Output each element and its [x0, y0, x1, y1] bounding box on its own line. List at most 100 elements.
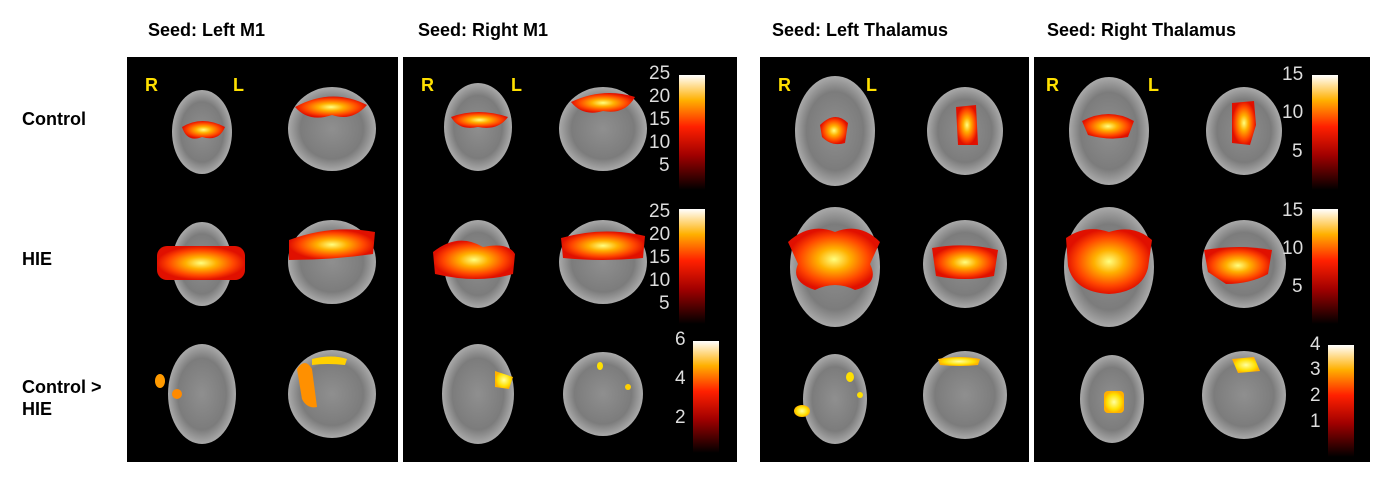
- colorbar-tick: 6: [675, 329, 686, 350]
- colorbar-gradient: [679, 209, 705, 324]
- colorbar-tick: 15: [649, 247, 671, 268]
- activation-blob: [956, 105, 978, 145]
- activation-blob: [1082, 114, 1134, 139]
- colorbar-gradient: [679, 75, 705, 190]
- seed-title-right-m1: Seed: Right M1: [418, 20, 549, 40]
- colorbar-hie: [1312, 209, 1338, 324]
- activation-blob: [495, 371, 513, 389]
- activation-blob: [1232, 101, 1256, 145]
- colorbar-gradient: [1312, 75, 1338, 190]
- activation-blob: [172, 389, 182, 399]
- activation-blob: [857, 392, 863, 398]
- colorbar-tick: 10: [649, 132, 671, 153]
- activation-blob: [932, 245, 998, 279]
- colorbar-tick: 2: [675, 407, 686, 428]
- colorbar-tick: 2: [1310, 385, 1321, 406]
- colorbar-tick: 10: [1282, 102, 1304, 123]
- row-label-control: Control: [22, 109, 86, 129]
- brain-row-contrast: [442, 344, 643, 444]
- colorbar-tick: 25: [649, 201, 671, 222]
- coronal-brain-slice: [1202, 351, 1286, 439]
- orientation-left-label: L: [233, 75, 244, 95]
- seed-title-right-thalamus: Seed: Right Thalamus: [1047, 20, 1237, 40]
- colorbar-tick: 10: [649, 270, 671, 291]
- brain-row-control: [444, 83, 647, 171]
- axial-brain-slice: [442, 344, 514, 444]
- colorbar-control: [679, 75, 705, 190]
- colorbar-control: [1312, 75, 1338, 190]
- coronal-brain-slice: [923, 351, 1007, 439]
- colorbar-tick: 20: [649, 224, 671, 245]
- brain-row-control: [795, 76, 1003, 186]
- activation-blob: [625, 384, 631, 390]
- activation-blob: [1204, 247, 1272, 284]
- brain-row-hie: [433, 220, 647, 308]
- activation-blob: [1066, 229, 1152, 294]
- orientation-right-label: R: [778, 75, 791, 95]
- colorbar-contrast: [1328, 345, 1354, 457]
- brain-row-hie: [157, 220, 376, 306]
- colorbar-tick: 5: [1292, 141, 1303, 162]
- brain-row-hie: [788, 207, 1007, 327]
- activation-blob: [312, 356, 347, 365]
- colorbar-contrast: [693, 341, 719, 453]
- panel-right-m1: R L 25 20 15 10 5 25 20 15 10 5 6 4 2: [403, 57, 737, 462]
- brain-row-control: [1069, 77, 1282, 185]
- activation-blob: [182, 121, 225, 139]
- activation-blob: [938, 357, 980, 366]
- brain-row-control: [172, 87, 376, 174]
- brain-row-contrast: [155, 344, 376, 444]
- orientation-right-label: R: [145, 75, 158, 95]
- activation-blob: [157, 246, 245, 280]
- activation-blob: [433, 240, 515, 279]
- activation-blob: [295, 96, 367, 118]
- colorbar-tick: 4: [1310, 334, 1321, 355]
- axial-brain-slice: [168, 344, 236, 444]
- orientation-left-label: L: [1148, 75, 1159, 95]
- orientation-left-label: L: [866, 75, 877, 95]
- row-label-contrast: Control > HIE: [22, 377, 102, 419]
- panel-right-thalamus: R L 15 10 5 15 10 5 4 3 2 1: [1034, 57, 1370, 462]
- panel-left-m1: R L: [127, 57, 398, 462]
- activation-blob: [794, 405, 810, 417]
- brain-row-hie: [1064, 207, 1286, 327]
- colorbar-gradient: [1312, 209, 1338, 324]
- row-label-hie: HIE: [22, 249, 53, 269]
- seed-title-left-m1: Seed: Left M1: [148, 20, 266, 40]
- colorbar-tick: 15: [649, 109, 671, 130]
- activation-blob: [289, 229, 375, 260]
- activation-blob: [571, 93, 635, 113]
- seed-title-left-thalamus: Seed: Left Thalamus: [772, 20, 949, 40]
- colorbar-gradient: [693, 341, 719, 453]
- activation-blob: [297, 363, 317, 408]
- brain-row-contrast: [1080, 351, 1286, 443]
- colorbar-hie: [679, 209, 705, 324]
- panel-left-thalamus: R L: [760, 57, 1029, 462]
- activation-blob: [1232, 357, 1260, 373]
- axial-brain-slice: [803, 354, 867, 444]
- orientation-right-label: R: [1046, 75, 1059, 95]
- colorbar-tick: 25: [649, 63, 671, 84]
- activation-blob: [846, 372, 854, 382]
- colorbar-tick: 15: [1282, 64, 1304, 85]
- colorbar-tick: 5: [659, 155, 670, 176]
- colorbar-tick: 4: [675, 368, 686, 389]
- orientation-left-label: L: [511, 75, 522, 95]
- colorbar-tick: 3: [1310, 359, 1321, 380]
- colorbar-tick: 5: [1292, 276, 1303, 297]
- colorbar-tick: 10: [1282, 238, 1304, 259]
- activation-blob: [820, 116, 848, 145]
- activation-blob: [451, 112, 508, 128]
- activation-blob: [155, 374, 165, 388]
- colorbar-tick: 20: [649, 86, 671, 107]
- colorbar-tick: 5: [659, 293, 670, 314]
- activation-blob: [1104, 391, 1124, 413]
- activation-blob: [788, 228, 880, 290]
- brain-row-contrast: [794, 351, 1007, 444]
- activation-blob: [597, 362, 603, 370]
- orientation-right-label: R: [421, 75, 434, 95]
- activation-blob: [561, 231, 645, 260]
- colorbar-gradient: [1328, 345, 1354, 457]
- colorbar-tick: 15: [1282, 200, 1304, 221]
- colorbar-tick: 1: [1310, 411, 1321, 432]
